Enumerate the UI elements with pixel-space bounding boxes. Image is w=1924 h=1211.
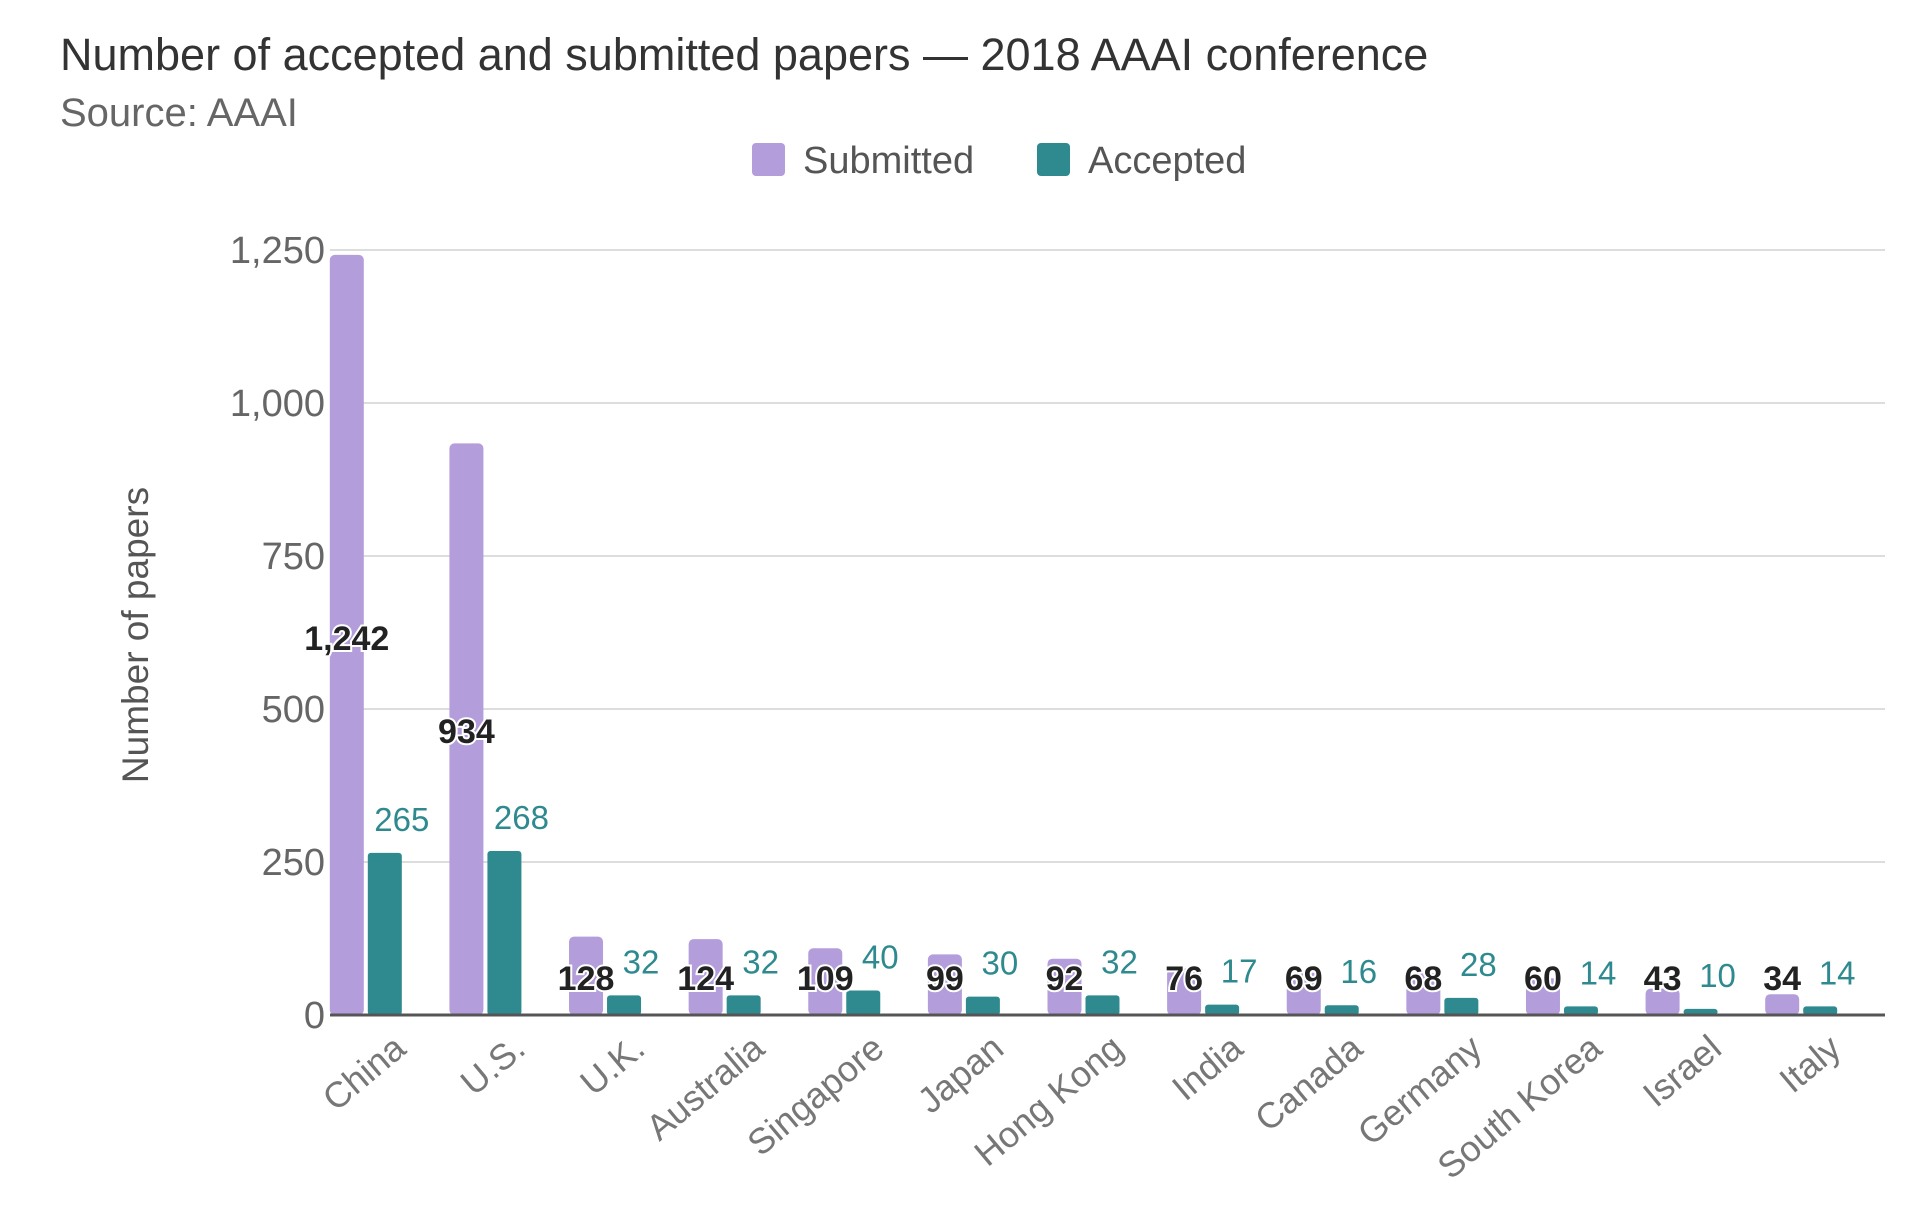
bar-accepted-canada bbox=[1324, 1005, 1359, 1015]
y-tick-label: 750 bbox=[262, 536, 325, 578]
bar-accepted-italy bbox=[1803, 1006, 1838, 1015]
data-label-submitted-singapore: 109 bbox=[797, 960, 854, 998]
x-tick-label-u-k: U.K. bbox=[572, 1027, 652, 1103]
data-label-submitted-australia: 124 bbox=[677, 960, 734, 998]
data-label-accepted-china: 265 bbox=[374, 801, 429, 838]
data-label-submitted-israel: 43 bbox=[1644, 960, 1682, 998]
chart-legend: Submitted Accepted bbox=[752, 140, 1246, 182]
data-label-accepted-canada: 16 bbox=[1340, 953, 1377, 990]
data-label-submitted-germany: 68 bbox=[1404, 960, 1442, 998]
x-tick-label-japan: Japan bbox=[910, 1027, 1011, 1121]
chart-subtitle: Source: AAAI bbox=[60, 91, 298, 135]
bar-accepted-israel bbox=[1683, 1008, 1718, 1015]
bar-submitted-australia bbox=[688, 939, 723, 1015]
x-tick-label-italy: Italy bbox=[1771, 1027, 1848, 1101]
bar-accepted-u-s bbox=[487, 850, 522, 1015]
data-label-submitted-china: 1,242 bbox=[304, 620, 389, 658]
data-label-submitted-hong-kong: 92 bbox=[1046, 960, 1084, 998]
bar-accepted-india bbox=[1205, 1004, 1240, 1015]
bar-submitted-israel bbox=[1645, 988, 1680, 1015]
bar-accepted-australia bbox=[726, 995, 761, 1015]
x-tick-label-india: India bbox=[1164, 1026, 1251, 1108]
bar-submitted-japan bbox=[927, 954, 962, 1015]
data-label-accepted-singapore: 40 bbox=[862, 939, 899, 976]
bar-submitted-u-k bbox=[569, 936, 604, 1015]
chart-title: Number of accepted and submitted papers … bbox=[60, 29, 1428, 80]
bar-submitted-south-korea bbox=[1525, 978, 1560, 1015]
bar-submitted-singapore bbox=[808, 948, 843, 1015]
data-label-submitted-south-korea: 60 bbox=[1524, 960, 1562, 998]
legend-swatch-accepted bbox=[1037, 143, 1070, 176]
y-tick-label: 1,250 bbox=[230, 230, 325, 272]
data-label-accepted-italy: 14 bbox=[1819, 954, 1856, 991]
bar-submitted-u-s bbox=[449, 443, 484, 1016]
data-label-accepted-australia: 32 bbox=[742, 943, 779, 980]
bars bbox=[329, 254, 1838, 1016]
bar-submitted-canada bbox=[1286, 972, 1321, 1015]
y-axis-label: Number of papers bbox=[115, 487, 156, 783]
x-tick-label-israel: Israel bbox=[1635, 1027, 1729, 1115]
data-label-accepted-south-korea: 14 bbox=[1580, 954, 1617, 991]
bar-submitted-italy bbox=[1765, 994, 1800, 1015]
x-tick-label-china: China bbox=[315, 1026, 414, 1118]
data-label-accepted-israel: 10 bbox=[1699, 957, 1736, 994]
bar-accepted-japan bbox=[965, 996, 1000, 1015]
bar-accepted-singapore bbox=[846, 990, 881, 1015]
bar-submitted-india bbox=[1167, 968, 1202, 1015]
legend-label-submitted: Submitted bbox=[803, 140, 974, 182]
legend-swatch-submitted bbox=[752, 143, 785, 176]
y-tick-label: 250 bbox=[262, 842, 325, 884]
bar-submitted-china bbox=[329, 254, 364, 1015]
data-label-accepted-hong-kong: 32 bbox=[1101, 943, 1138, 980]
gridlines bbox=[330, 249, 1885, 863]
legend-label-accepted: Accepted bbox=[1088, 140, 1246, 182]
y-tick-label: 1,000 bbox=[230, 383, 325, 425]
data-label-submitted-u-k: 128 bbox=[558, 960, 615, 998]
data-label-accepted-japan: 30 bbox=[982, 945, 1019, 982]
data-label-accepted-u-s: 268 bbox=[494, 799, 549, 836]
bar-accepted-u-k bbox=[607, 995, 642, 1015]
data-label-accepted-india: 17 bbox=[1221, 953, 1258, 990]
data-label-submitted-u-s: 934 bbox=[438, 713, 495, 751]
y-tick-label: 0 bbox=[304, 995, 325, 1037]
bar-submitted-germany bbox=[1406, 973, 1441, 1015]
bar-accepted-south-korea bbox=[1563, 1006, 1598, 1015]
bar-accepted-hong-kong bbox=[1085, 995, 1120, 1015]
data-label-accepted-germany: 28 bbox=[1460, 946, 1497, 983]
data-label-submitted-india: 76 bbox=[1165, 960, 1203, 998]
data-label-accepted-u-k: 32 bbox=[623, 943, 660, 980]
y-tick-label: 500 bbox=[262, 689, 325, 731]
x-tick-label-u-s: U.S. bbox=[453, 1027, 533, 1103]
data-label-submitted-canada: 69 bbox=[1285, 960, 1323, 998]
y-axis: 0 250 500 750 1,000 1,250 bbox=[230, 230, 325, 1037]
bar-accepted-china bbox=[367, 852, 402, 1015]
data-label-submitted-japan: 99 bbox=[926, 960, 964, 998]
bar-accepted-germany bbox=[1444, 997, 1479, 1015]
data-label-submitted-italy: 34 bbox=[1763, 960, 1801, 998]
bar-submitted-hong-kong bbox=[1047, 958, 1082, 1015]
